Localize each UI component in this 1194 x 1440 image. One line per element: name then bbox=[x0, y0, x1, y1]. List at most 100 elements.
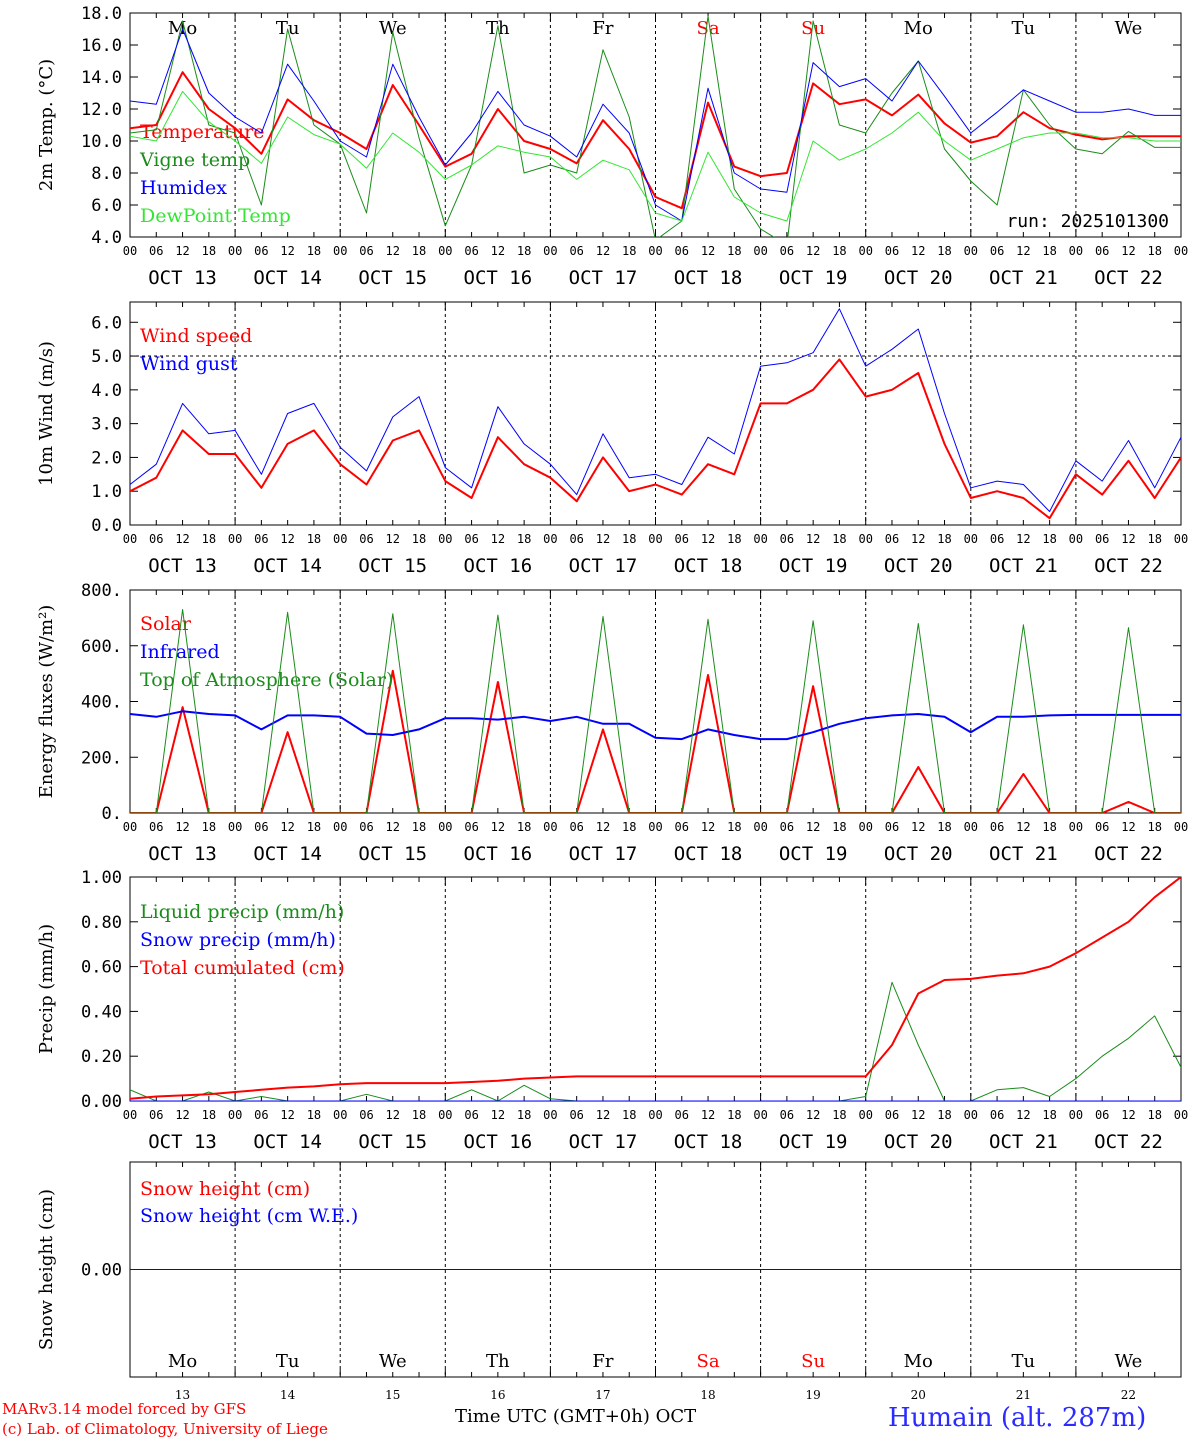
day-name: Su bbox=[801, 18, 825, 39]
hour-tick-label: 00 bbox=[228, 1108, 242, 1122]
series-line-temperature bbox=[130, 71, 1181, 210]
day-name: Tu bbox=[276, 18, 300, 39]
hour-tick-label: 18 bbox=[937, 1108, 951, 1122]
hour-tick-label: 12 bbox=[806, 820, 820, 834]
y-axis-label: Snow height (cm) bbox=[36, 1189, 57, 1350]
hour-tick-label: 06 bbox=[569, 244, 583, 258]
hour-tick-label: 06 bbox=[464, 244, 478, 258]
y-tick-label: 16.0 bbox=[81, 36, 122, 56]
hour-tick-label: 12 bbox=[175, 532, 189, 546]
hour-tick-label: 00 bbox=[1069, 532, 1083, 546]
day-name: Sa bbox=[697, 18, 720, 39]
hour-tick-label: 18 bbox=[727, 820, 741, 834]
hour-tick-label: 06 bbox=[254, 244, 268, 258]
hour-tick-label: 18 bbox=[1042, 820, 1056, 834]
hour-tick-label: 00 bbox=[333, 820, 347, 834]
hour-tick-label: 00 bbox=[228, 532, 242, 546]
day-name: Sa bbox=[697, 1351, 720, 1372]
y-axis-label: Precip (mm/h) bbox=[36, 924, 57, 1054]
hour-tick-label: 00 bbox=[964, 532, 978, 546]
hour-tick-label: 18 bbox=[727, 1108, 741, 1122]
hour-tick-label: 18 bbox=[517, 1108, 531, 1122]
hour-tick-label: 18 bbox=[1147, 820, 1161, 834]
day-number: 16 bbox=[490, 1388, 505, 1402]
date-label: OCT 13 bbox=[148, 555, 217, 577]
hour-tick-label: 12 bbox=[491, 532, 505, 546]
x-axis-label: Time UTC (GMT+0h) OCT bbox=[455, 1406, 697, 1427]
hour-tick-label: 06 bbox=[464, 532, 478, 546]
y-tick-label: 0.40 bbox=[81, 1002, 122, 1022]
hour-tick-label: 12 bbox=[491, 1108, 505, 1122]
hour-tick-label: 12 bbox=[806, 1108, 820, 1122]
hour-tick-label: 06 bbox=[675, 820, 689, 834]
y-tick-label: 6.0 bbox=[91, 196, 122, 216]
legend-entry: Vigne temp bbox=[139, 149, 250, 171]
hour-tick-label: 06 bbox=[569, 820, 583, 834]
hour-tick-label: 00 bbox=[1174, 532, 1188, 546]
hour-tick-label: 18 bbox=[307, 1108, 321, 1122]
series-line-total-cumulated-cm- bbox=[130, 877, 1181, 1100]
hour-tick-label: 18 bbox=[622, 1108, 636, 1122]
hour-tick-label: 06 bbox=[359, 532, 373, 546]
date-label: OCT 19 bbox=[779, 843, 848, 865]
hour-tick-label: 06 bbox=[990, 532, 1004, 546]
hour-tick-label: 06 bbox=[149, 532, 163, 546]
series-line-vigne-temp bbox=[130, 15, 1181, 237]
hour-tick-label: 00 bbox=[543, 532, 557, 546]
hour-tick-label: 12 bbox=[175, 1108, 189, 1122]
hour-tick-label: 00 bbox=[858, 1108, 872, 1122]
station-name: Humain (alt. 287m) bbox=[888, 1403, 1147, 1433]
date-label: OCT 13 bbox=[148, 1131, 217, 1153]
day-number: 19 bbox=[806, 1388, 821, 1402]
y-tick-label: 4.0 bbox=[91, 381, 122, 401]
series-line-dewpoint-temp bbox=[130, 90, 1181, 222]
day-number: 18 bbox=[700, 1388, 715, 1402]
hour-tick-label: 18 bbox=[412, 820, 426, 834]
hour-tick-label: 00 bbox=[333, 532, 347, 546]
hour-tick-label: 18 bbox=[1042, 244, 1056, 258]
date-label: OCT 20 bbox=[884, 555, 953, 577]
date-label: OCT 17 bbox=[569, 843, 638, 865]
legend-entry: Infrared bbox=[140, 641, 220, 663]
hour-tick-label: 06 bbox=[675, 1108, 689, 1122]
hour-tick-label: 06 bbox=[254, 820, 268, 834]
lab-credit: (c) Lab. of Climatology, University of L… bbox=[2, 1420, 328, 1438]
hour-tick-label: 18 bbox=[622, 532, 636, 546]
hour-tick-label: 06 bbox=[569, 1108, 583, 1122]
hour-tick-label: 00 bbox=[228, 244, 242, 258]
date-label: OCT 17 bbox=[569, 267, 638, 289]
hour-tick-label: 00 bbox=[648, 820, 662, 834]
y-tick-label: 12.0 bbox=[81, 100, 122, 120]
y-tick-label: 8.0 bbox=[91, 164, 122, 184]
hour-tick-label: 18 bbox=[517, 820, 531, 834]
hour-tick-label: 18 bbox=[517, 532, 531, 546]
model-credit: MARv3.14 model forced by GFS bbox=[2, 1400, 247, 1418]
hour-tick-label: 06 bbox=[254, 1108, 268, 1122]
legend-entry: DewPoint Temp bbox=[140, 205, 291, 227]
hour-tick-label: 00 bbox=[753, 532, 767, 546]
hour-tick-label: 00 bbox=[438, 532, 452, 546]
date-label: OCT 20 bbox=[884, 1131, 953, 1153]
hour-tick-label: 12 bbox=[386, 1108, 400, 1122]
date-label: OCT 16 bbox=[464, 843, 533, 865]
hour-tick-label: 00 bbox=[1174, 244, 1188, 258]
hour-tick-label: 00 bbox=[1174, 1108, 1188, 1122]
hour-tick-label: 00 bbox=[964, 820, 978, 834]
day-name: Tu bbox=[1012, 18, 1036, 39]
hour-tick-label: 06 bbox=[1095, 244, 1109, 258]
hour-tick-label: 12 bbox=[596, 820, 610, 834]
hour-tick-label: 12 bbox=[175, 244, 189, 258]
hour-tick-label: 00 bbox=[964, 1108, 978, 1122]
hour-tick-label: 12 bbox=[1016, 820, 1030, 834]
day-name: Fr bbox=[592, 18, 613, 39]
y-tick-label: 10.0 bbox=[81, 132, 122, 152]
hour-tick-label: 18 bbox=[202, 244, 216, 258]
hour-tick-label: 12 bbox=[280, 820, 294, 834]
hour-tick-label: 06 bbox=[675, 532, 689, 546]
hour-tick-label: 00 bbox=[228, 820, 242, 834]
series-line-humidex bbox=[130, 28, 1181, 222]
date-label: OCT 18 bbox=[674, 555, 743, 577]
day-number: 22 bbox=[1121, 1388, 1136, 1402]
hour-tick-label: 00 bbox=[858, 820, 872, 834]
